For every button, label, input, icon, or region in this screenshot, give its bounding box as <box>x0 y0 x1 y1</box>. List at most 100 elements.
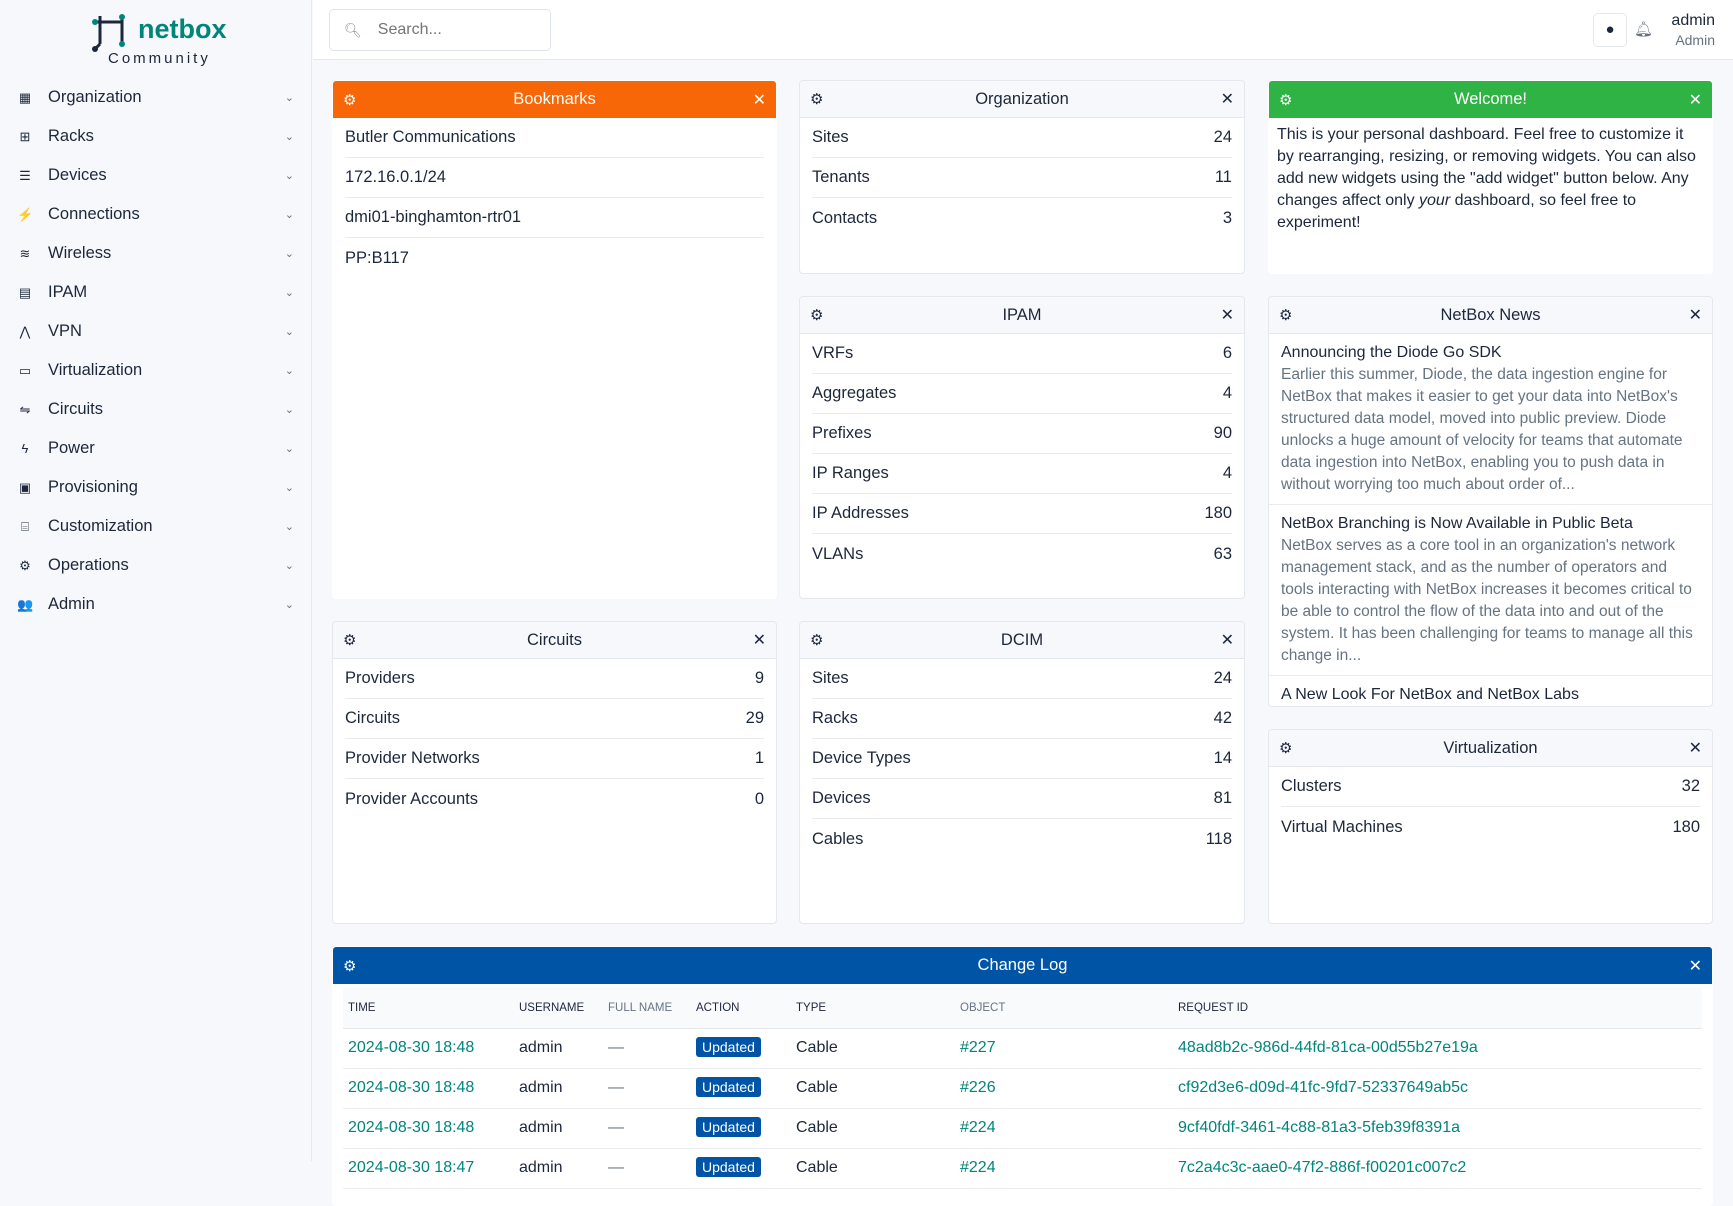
stat-label[interactable]: Clusters <box>1281 777 1342 795</box>
gear-icon[interactable]: ⚙ <box>810 632 824 649</box>
bookmark-item[interactable]: 172.16.0.1/24 <box>345 158 764 198</box>
gear-icon[interactable]: ⚙ <box>343 632 357 649</box>
stat-label[interactable]: Cables <box>812 829 864 848</box>
gear-icon[interactable]: ⚙ <box>1279 740 1293 757</box>
column-header-request-id[interactable]: REQUEST ID <box>1173 988 1702 1029</box>
stat-row-provider-networks[interactable]: Provider Networks 1 <box>345 739 764 779</box>
object-link[interactable]: #224 <box>960 1119 996 1136</box>
column-header-time[interactable]: TIME <box>343 988 514 1029</box>
sidebar-item-virtualization[interactable]: ▭ Virtualization ⌄ <box>0 351 312 390</box>
bookmark-link[interactable]: Butler Communications <box>345 128 516 146</box>
stat-label[interactable]: Circuits <box>345 709 401 727</box>
change-time-link[interactable]: 2024-08-30 18:47 <box>348 1159 475 1176</box>
bookmark-item[interactable]: PP:B117 <box>345 238 764 278</box>
news-title[interactable]: Announcing the Diode Go SDK <box>1281 344 1502 361</box>
column-header-type[interactable]: TYPE <box>791 988 955 1029</box>
stat-label[interactable]: Sites <box>812 669 849 687</box>
stat-row-device-types[interactable]: Device Types 14 <box>812 739 1232 779</box>
stat-row-prefixes[interactable]: Prefixes 90 <box>812 414 1232 454</box>
close-icon[interactable]: ✕ <box>1688 307 1702 324</box>
stat-row-ip-ranges[interactable]: IP Ranges 4 <box>812 454 1232 494</box>
stat-label[interactable]: Device Types <box>812 749 911 767</box>
request-id-link[interactable]: 48ad8b2c-986d-44fd-81ca-00d55b27e19a <box>1178 1039 1478 1056</box>
stat-label[interactable]: VLANs <box>812 544 864 563</box>
gear-icon[interactable]: ⚙ <box>1279 91 1293 109</box>
column-header-action[interactable]: ACTION <box>691 988 791 1029</box>
stat-row-clusters[interactable]: Clusters 32 <box>1281 767 1700 807</box>
sidebar-item-ipam[interactable]: ▤ IPAM ⌄ <box>0 273 312 312</box>
stat-label[interactable]: Virtual Machines <box>1281 817 1403 836</box>
stat-label[interactable]: Aggregates <box>812 384 897 402</box>
stat-label[interactable]: IP Ranges <box>812 464 889 482</box>
stat-label[interactable]: Prefixes <box>812 424 872 442</box>
stat-row-circuits[interactable]: Circuits 29 <box>345 699 764 739</box>
bookmark-item[interactable]: Butler Communications <box>345 118 764 158</box>
search-input[interactable] <box>377 21 528 39</box>
news-title[interactable]: NetBox Branching is Now Available in Pub… <box>1281 515 1633 532</box>
stat-row-vrfs[interactable]: VRFs 6 <box>812 334 1232 374</box>
change-time-link[interactable]: 2024-08-30 18:48 <box>348 1119 475 1136</box>
gear-icon[interactable]: ⚙ <box>343 957 357 975</box>
request-id-link[interactable]: 9cf40fdf-3461-4c88-81a3-5feb39f8391a <box>1178 1119 1460 1136</box>
news-item[interactable]: NetBox Branching is Now Available in Pub… <box>1269 505 1712 676</box>
stat-row-vlans[interactable]: VLANs 63 <box>812 534 1232 574</box>
bookmark-link[interactable]: 172.16.0.1/24 <box>345 168 446 186</box>
search-box[interactable]: 🔍︎ <box>329 9 551 51</box>
stat-label[interactable]: Provider Accounts <box>345 789 478 808</box>
change-time-link[interactable]: 2024-08-30 18:48 <box>348 1079 475 1096</box>
theme-toggle-button[interactable]: ● <box>1593 13 1627 47</box>
stat-row-providers[interactable]: Providers 9 <box>345 659 764 699</box>
stat-row-tenants[interactable]: Tenants 11 <box>812 158 1232 198</box>
stat-row-contacts[interactable]: Contacts 3 <box>812 198 1232 238</box>
stat-label[interactable]: Contacts <box>812 208 878 227</box>
news-item[interactable]: A New Look For NetBox and NetBox Labs <box>1269 676 1712 706</box>
change-time-link[interactable]: 2024-08-30 18:48 <box>348 1039 475 1056</box>
stat-label[interactable]: Sites <box>812 128 849 146</box>
close-icon[interactable]: ✕ <box>1220 632 1234 649</box>
stat-label[interactable]: VRFs <box>812 344 854 362</box>
close-icon[interactable]: ✕ <box>1220 307 1234 324</box>
stat-row-racks[interactable]: Racks 42 <box>812 699 1232 739</box>
stat-label[interactable]: Tenants <box>812 168 870 186</box>
news-item[interactable]: Announcing the Diode Go SDK Earlier this … <box>1269 334 1712 505</box>
notifications-bell-icon[interactable]: 🔔︎ <box>1633 21 1653 38</box>
stat-row-sites[interactable]: Sites 24 <box>812 118 1232 158</box>
stat-row-virtual-machines[interactable]: Virtual Machines 180 <box>1281 807 1700 847</box>
stat-row-cables[interactable]: Cables 118 <box>812 819 1232 859</box>
stat-row-sites[interactable]: Sites 24 <box>812 659 1232 699</box>
sidebar-item-wireless[interactable]: ≋ Wireless ⌄ <box>0 234 312 273</box>
stat-label[interactable]: IP Addresses <box>812 504 909 522</box>
sidebar-item-vpn[interactable]: ⋀ VPN ⌄ <box>0 312 312 351</box>
stat-row-aggregates[interactable]: Aggregates 4 <box>812 374 1232 414</box>
column-header-username[interactable]: USERNAME <box>514 988 603 1029</box>
sidebar-item-circuits[interactable]: ⇋ Circuits ⌄ <box>0 390 312 429</box>
stat-label[interactable]: Racks <box>812 709 858 727</box>
stat-label[interactable]: Provider Networks <box>345 749 480 767</box>
sidebar-item-admin[interactable]: 👥 Admin ⌄ <box>0 585 312 624</box>
request-id-link[interactable]: 7c2a4c3c-aae0-47f2-886f-f00201c007c2 <box>1178 1159 1467 1176</box>
close-icon[interactable]: ✕ <box>1688 740 1702 757</box>
stat-row-ip-addresses[interactable]: IP Addresses 180 <box>812 494 1232 534</box>
stat-row-devices[interactable]: Devices 81 <box>812 779 1232 819</box>
bookmark-link[interactable]: dmi01-binghamton-rtr01 <box>345 208 522 226</box>
netbox-logo[interactable]: netbox Community <box>92 12 227 68</box>
stat-label[interactable]: Devices <box>812 789 871 807</box>
sidebar-item-operations[interactable]: ⚙ Operations ⌄ <box>0 546 312 585</box>
stat-row-provider-accounts[interactable]: Provider Accounts 0 <box>345 779 764 819</box>
news-title[interactable]: A New Look For NetBox and NetBox Labs <box>1281 686 1579 703</box>
gear-icon[interactable]: ⚙ <box>343 91 357 109</box>
column-header-object[interactable]: OBJECT <box>955 988 1173 1029</box>
sidebar-item-connections[interactable]: ⚡ Connections ⌄ <box>0 195 312 234</box>
sidebar-item-racks[interactable]: ⊞ Racks ⌄ <box>0 117 312 156</box>
gear-icon[interactable]: ⚙ <box>810 91 824 108</box>
object-link[interactable]: #227 <box>960 1039 996 1056</box>
gear-icon[interactable]: ⚙ <box>810 307 824 324</box>
bookmark-link[interactable]: PP:B117 <box>345 248 409 267</box>
bookmark-item[interactable]: dmi01-binghamton-rtr01 <box>345 198 764 238</box>
sidebar-item-customization[interactable]: ⌸ Customization ⌄ <box>0 507 312 546</box>
gear-icon[interactable]: ⚙ <box>1279 307 1293 324</box>
sidebar-item-devices[interactable]: ☰ Devices ⌄ <box>0 156 312 195</box>
user-name[interactable]: admin <box>1671 12 1715 29</box>
sidebar-item-provisioning[interactable]: ▣ Provisioning ⌄ <box>0 468 312 507</box>
close-icon[interactable]: ✕ <box>752 632 766 649</box>
